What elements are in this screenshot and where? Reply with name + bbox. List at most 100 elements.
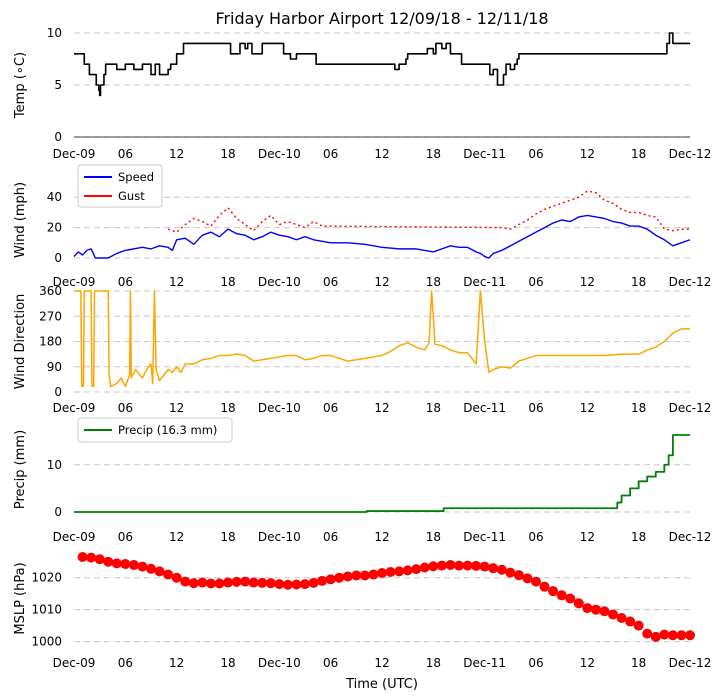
x-tick-label: 06: [323, 530, 338, 544]
x-tick-label: 18: [426, 147, 441, 161]
x-tick-label: Dec-12: [669, 401, 712, 415]
x-tick-label: 18: [220, 275, 235, 289]
x-tick-label: 18: [426, 275, 441, 289]
y-tick-label: 0: [54, 251, 62, 265]
x-tick-label: Dec-10: [258, 275, 301, 289]
x-tick-label: 12: [169, 275, 184, 289]
data-point: [291, 579, 302, 590]
x-tick-label: 12: [580, 401, 595, 415]
y-tick-label: 0: [54, 130, 62, 144]
panel-temperature: 0 5 10 Temp (∘C) Dec-09 06 12 18 Dec-10 06 12 18 Dec…: [13, 26, 711, 161]
data-point: [197, 577, 208, 588]
legend: Speed Gust: [77, 164, 163, 208]
data-point: [394, 566, 405, 577]
x-tick-label: Dec-09: [53, 656, 96, 670]
data-point: [659, 629, 670, 640]
data-point: [513, 570, 524, 581]
data-point: [248, 577, 259, 588]
x-tick-label: 06: [118, 401, 133, 415]
x-tick-label: Dec-09: [53, 401, 96, 415]
y-axis-label: Wind (mph): [13, 182, 28, 258]
data-point: [274, 579, 285, 590]
y-tick-label: 20: [47, 221, 62, 235]
data-point: [94, 554, 105, 565]
data-point: [633, 620, 644, 631]
x-tick-label: 12: [374, 656, 389, 670]
data-point: [522, 573, 533, 584]
data-point: [582, 603, 593, 614]
y-axis-label: Wind Direction: [13, 294, 28, 390]
y-tick-label: 1010: [31, 603, 62, 617]
x-tick-label: Dec-12: [669, 275, 712, 289]
data-point: [188, 578, 199, 589]
x-tick-label: Dec-12: [669, 530, 712, 544]
legend-box: [77, 417, 233, 443]
data-point: [505, 567, 516, 578]
x-tick-label: 06: [528, 530, 543, 544]
data-point: [676, 630, 687, 641]
data-point: [120, 559, 131, 570]
data-point: [488, 563, 499, 574]
x-tick-label: Dec-10: [258, 401, 301, 415]
data-point: [419, 562, 430, 573]
x-tick-label: 18: [220, 401, 235, 415]
data-point: [590, 604, 601, 615]
data-point: [454, 560, 464, 571]
y-tick-label: 0: [54, 505, 62, 519]
data-point: [86, 552, 97, 563]
data-point: [77, 551, 88, 562]
data-point: [625, 616, 636, 627]
y-tick-label: 5: [54, 78, 62, 92]
data-point: [154, 566, 165, 577]
data-point: [146, 563, 156, 574]
x-tick-label: 06: [323, 275, 338, 289]
data-point: [377, 567, 387, 578]
series-line-direction: [74, 290, 690, 388]
x-tick-label: 12: [169, 530, 184, 544]
x-tick-label: Dec-11: [463, 530, 506, 544]
data-point: [556, 590, 567, 601]
x-tick-label: 18: [426, 530, 441, 544]
data-point: [496, 564, 507, 575]
data-point: [300, 579, 310, 590]
chart-panels: 0 5 10 Temp (∘C) Dec-09 06 12 18 Dec-10 06 12 18 Dec…: [13, 26, 711, 670]
x-tick-label: Dec-09: [53, 147, 96, 161]
x-tick-label: 12: [580, 530, 595, 544]
x-tick-label: 06: [323, 401, 338, 415]
data-point: [608, 609, 618, 620]
x-tick-label: 06: [528, 401, 543, 415]
data-point: [685, 630, 695, 641]
x-tick-label: 12: [169, 147, 184, 161]
legend-label: Precip (16.3 mm): [118, 423, 217, 437]
x-tick-label: 18: [631, 147, 646, 161]
x-tick-label: 18: [220, 147, 235, 161]
x-tick-label: 18: [631, 401, 646, 415]
data-point: [445, 559, 456, 570]
data-point: [308, 577, 319, 588]
data-point: [325, 574, 336, 585]
data-point: [599, 606, 610, 617]
data-point: [282, 579, 293, 590]
y-tick-label: 1020: [31, 571, 62, 585]
y-tick-label: 40: [47, 190, 62, 204]
x-tick-label: Dec-10: [258, 530, 301, 544]
legend: Precip (16.3 mm): [77, 417, 233, 443]
data-point: [163, 569, 174, 580]
x-tick-label: 06: [323, 656, 338, 670]
y-tick-label: 270: [39, 309, 62, 323]
y-axis-label: Precip (mm): [13, 430, 28, 509]
y-tick-label: 90: [47, 360, 62, 374]
data-point: [257, 577, 268, 588]
data-point: [548, 586, 559, 597]
data-point: [265, 578, 276, 589]
y-tick-label: 1000: [31, 635, 62, 649]
series-line-speed: [73, 214, 691, 259]
x-tick-label: 18: [220, 656, 235, 670]
data-point: [368, 569, 379, 580]
data-point: [462, 560, 473, 571]
x-tick-label: 06: [118, 530, 133, 544]
y-tick-label: 360: [39, 284, 62, 298]
y-axis-label: MSLP (hPa): [13, 562, 28, 634]
